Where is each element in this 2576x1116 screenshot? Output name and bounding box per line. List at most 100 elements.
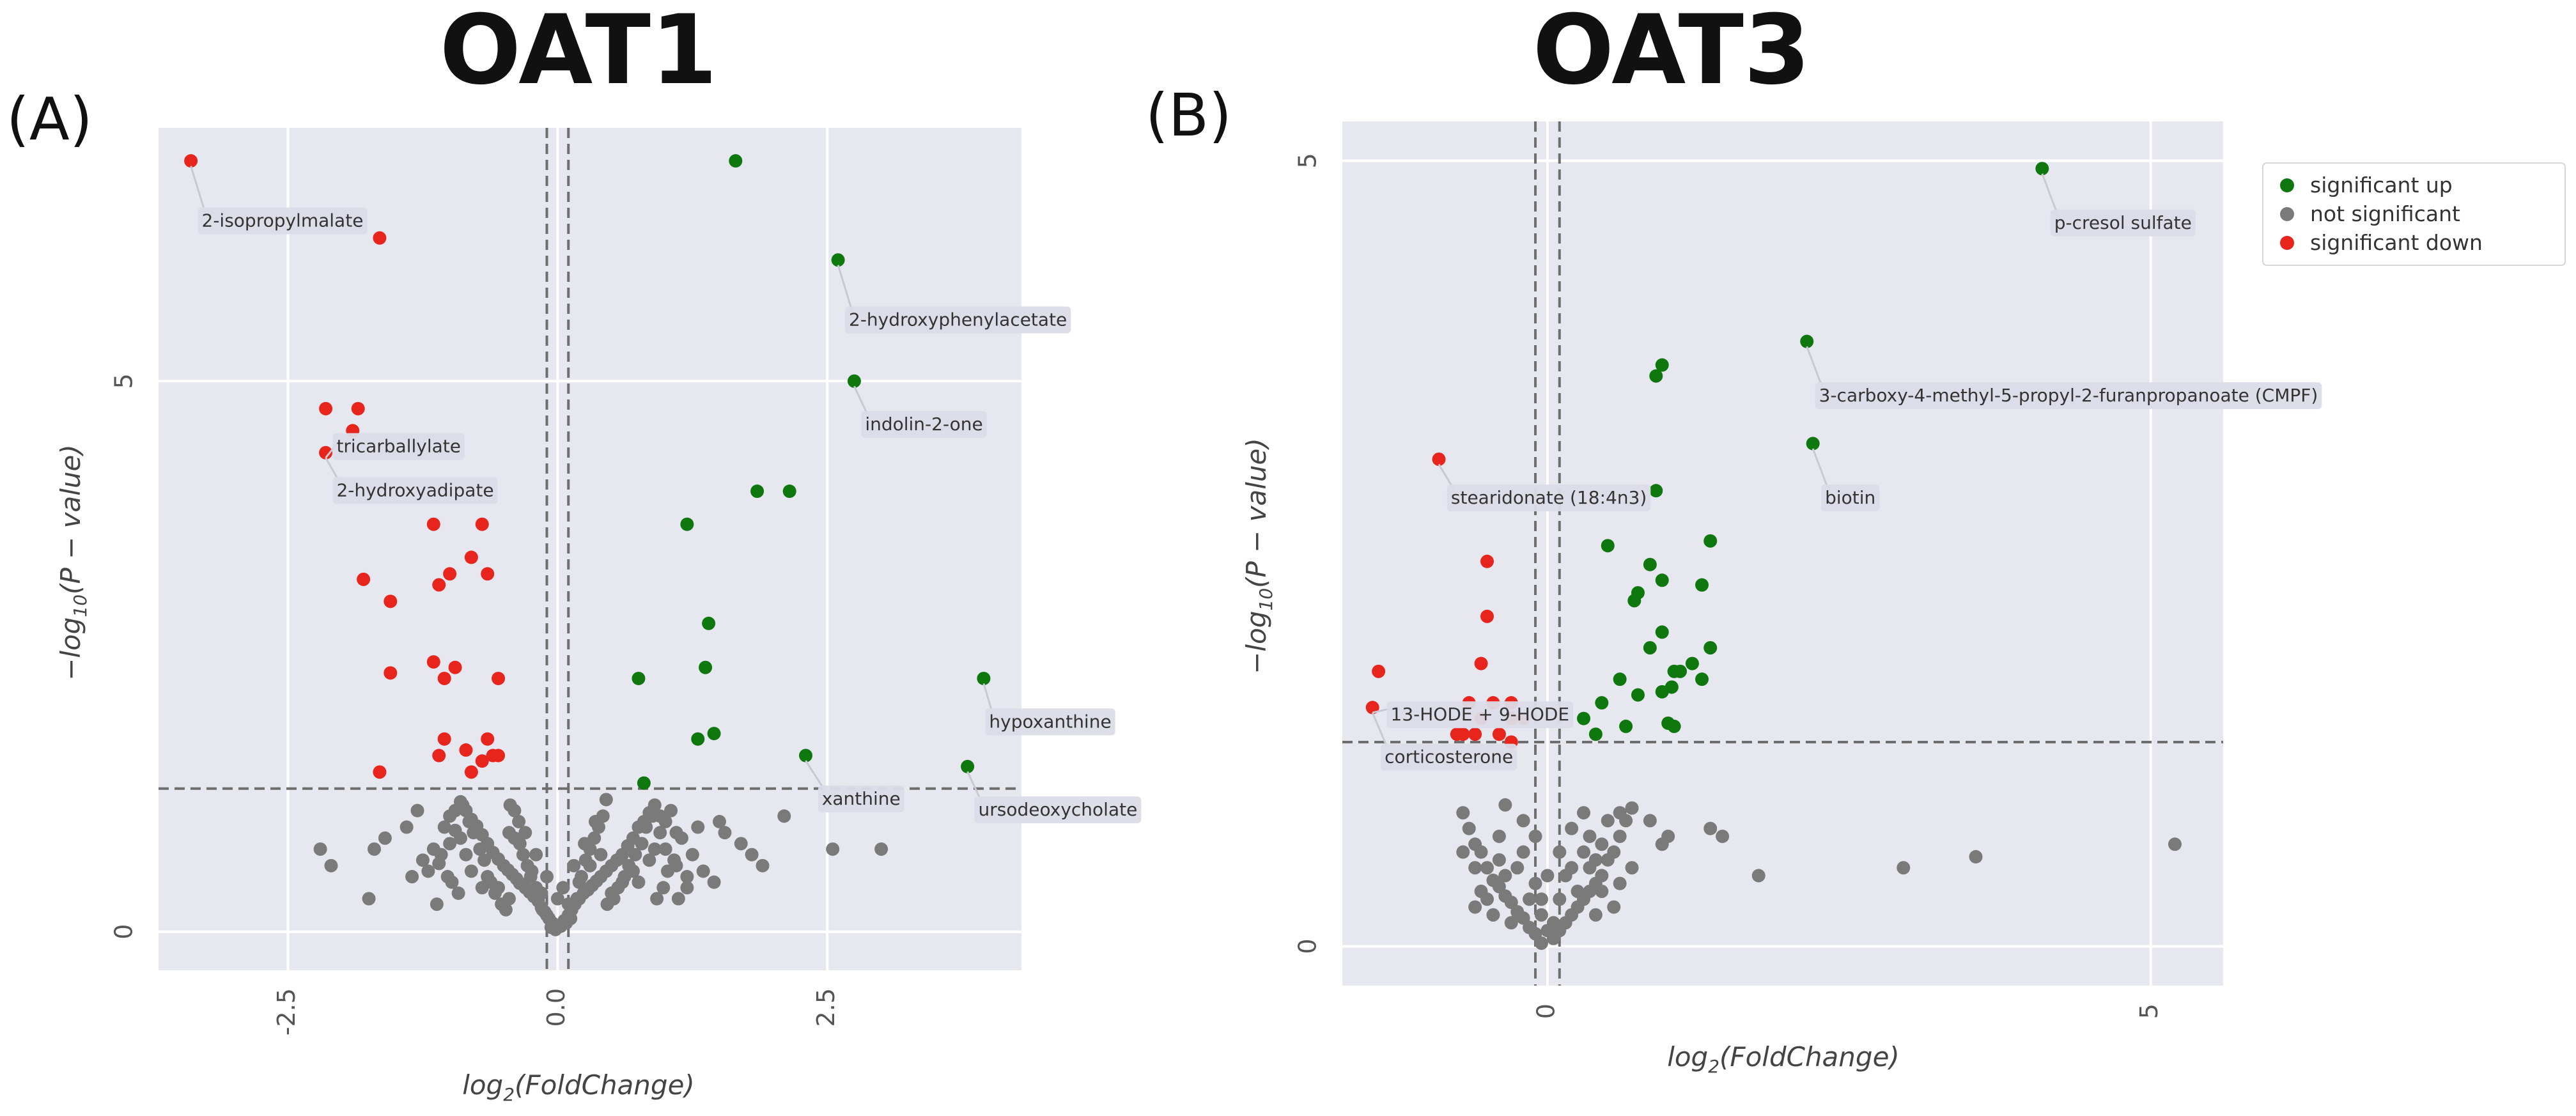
panel-b-point-not-significant (1588, 853, 1602, 867)
panel-b-point-not-significant (1516, 845, 1530, 859)
panel-a-point-not-significant (400, 820, 414, 834)
panel-b-annotation-stearidonate-18-4n3: stearidonate (18:4n3) (1451, 487, 1647, 508)
panel-a-point-not-significant (777, 809, 791, 823)
panel-a-point-significant-down (481, 567, 495, 581)
panel-b-annotation-13-hode-9-hode: 13-HODE + 9-HODE (1391, 704, 1570, 725)
panel-a-annotation-box (332, 433, 465, 460)
panel-b-point-not-significant (1456, 806, 1470, 820)
panel-a-point-not-significant (628, 848, 642, 862)
panel-b-point-significant-up (1695, 578, 1709, 592)
panel-a-point-not-significant (540, 870, 554, 884)
panel-b-y-tick-label: 5 (1294, 153, 1322, 168)
panel-a-ylabel-prefix: −log (55, 617, 86, 681)
panel-a-point-not-significant (718, 826, 732, 840)
panel-b-point-significant-up (1631, 688, 1645, 702)
panel-a-point-significant-up (831, 253, 845, 267)
panel-a-x-tick-label: 0.0 (542, 988, 570, 1027)
panel-a-point-not-significant (635, 837, 649, 851)
panel-a-point-not-significant (437, 820, 451, 834)
panel-b-annotation-biotin: biotin (1825, 487, 1875, 508)
panel-a-point-not-significant (324, 858, 338, 872)
panel-a-point-not-significant (596, 809, 610, 823)
panel-a-point-significant-up (707, 727, 721, 741)
panel-a-point-not-significant (556, 881, 570, 895)
panel-b-point-significant-up (1643, 640, 1657, 655)
panel-b-point-not-significant (1969, 849, 1983, 864)
panel-a-point-not-significant (639, 820, 653, 834)
panel-a-point-not-significant (362, 892, 376, 906)
panel-a-point-not-significant (430, 897, 444, 911)
panel-b-point-not-significant (1571, 885, 1585, 899)
panel-b-xlabel: log2(FoldChange) (1667, 1041, 1900, 1077)
panel-a-annotation-box (332, 477, 498, 504)
panel-b-annotation-box (1815, 382, 2322, 410)
panel-a-point-not-significant (544, 920, 558, 934)
panel-b-point-not-significant (1613, 806, 1627, 820)
panel-a-point-significant-up (799, 748, 812, 763)
panel-b-point-not-significant (1498, 798, 1512, 812)
panel-b-point-significant-up (1655, 573, 1669, 587)
panel-a-ylabel-suffix: (P − value) (55, 444, 86, 594)
panel-a-point-significant-up (637, 776, 651, 790)
panel-a-annotation-box (861, 411, 987, 438)
panel-b-ylabel: −log10(P − value) (1241, 438, 1276, 674)
panel-a-annotation-box (845, 306, 1071, 334)
panel-a-y-tick-label: 0 (110, 924, 138, 940)
panel-a-point-not-significant (669, 826, 683, 840)
panel-a-xlabel-prefix: log (462, 1069, 503, 1101)
panel-a-point-not-significant (599, 793, 613, 807)
panel-a-point-significant-down (475, 754, 489, 768)
panel-a-point-not-significant (536, 903, 550, 917)
panel-b-plot-area (1342, 121, 2223, 986)
panel-a-point-not-significant (443, 809, 457, 823)
panel-b-point-significant-up (1577, 711, 1591, 725)
panel-b-point-not-significant (1577, 806, 1591, 820)
panel-b-point-significant-up (1661, 716, 1675, 730)
panel-a-point-not-significant (520, 858, 534, 872)
panel-a-point-not-significant (564, 911, 578, 926)
panel-a-point-not-significant (622, 858, 636, 872)
panel-a-plot-area (159, 128, 1021, 970)
panel-a-point-not-significant (451, 886, 465, 900)
panel-a-xlabel-sub: 2 (503, 1084, 515, 1105)
panel-b-point-significant-up (1655, 685, 1669, 699)
panel-a-point-not-significant (756, 858, 770, 872)
panel-a-point-not-significant (550, 892, 564, 906)
panel-b-x-tick-label: 5 (2135, 1004, 2163, 1019)
panel-a-point-significant-down (464, 765, 478, 779)
panel-a-point-significant-down (464, 550, 478, 564)
panel-a-y-tick-label: 5 (110, 373, 138, 389)
panel-b-point-significant-up (1643, 557, 1657, 571)
panel-a-point-not-significant (529, 881, 543, 895)
panel-b-point-significant-up (1601, 539, 1615, 553)
panel-b-point-significant-up (1595, 696, 1609, 710)
legend-marker-not-significant (2280, 207, 2294, 221)
panel-a-point-not-significant (508, 831, 522, 845)
panel-a-point-not-significant (443, 837, 457, 851)
panel-b-point-significant-down (1432, 453, 1446, 467)
panel-b-point-significant-down (1372, 664, 1386, 678)
panel-a-point-not-significant (518, 826, 532, 840)
panel-a-point-not-significant (671, 892, 685, 906)
panel-b-point-not-significant (1486, 873, 1500, 887)
panel-a-point-significant-down (481, 732, 495, 746)
panel-b-point-not-significant (1456, 845, 1470, 859)
panel-b-point-significant-up (1655, 358, 1669, 372)
panel-a-point-not-significant (462, 814, 476, 828)
panel-b-point-significant-down (1492, 727, 1506, 741)
panel-a-point-not-significant (826, 842, 840, 856)
panel-b-annotation-box (1821, 484, 1880, 511)
panel-b-title: OAT3 (1533, 0, 1811, 106)
panel-a-annotation-2-hydroxyphenylacetate: 2-hydroxyphenylacetate (849, 309, 1067, 330)
panel-a-point-not-significant (632, 875, 646, 889)
panel-a-point-not-significant (642, 853, 656, 867)
panel-a-point-not-significant (658, 842, 672, 856)
panel-a-point-not-significant (664, 803, 678, 818)
panel-a-point-not-significant (592, 820, 605, 834)
panel-a-point-not-significant (415, 853, 430, 867)
panel-a-point-not-significant (648, 842, 662, 856)
legend-label-significant-down: significant down (2310, 230, 2483, 255)
panel-a-point-significant-down (373, 231, 387, 245)
panel-b-point-significant-up (1806, 437, 1820, 451)
